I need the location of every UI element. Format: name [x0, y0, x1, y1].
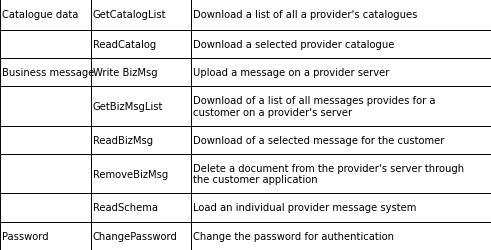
- Bar: [191, 154, 491, 194]
- Text: customer on a provider's server: customer on a provider's server: [193, 107, 353, 117]
- Bar: [191, 0, 491, 30]
- Text: Password: Password: [2, 231, 49, 241]
- Bar: [0, 87, 91, 126]
- Bar: [91, 87, 191, 126]
- Bar: [191, 194, 491, 222]
- Text: GetCatalogList: GetCatalogList: [93, 10, 166, 20]
- Text: Catalogue data: Catalogue data: [2, 10, 79, 20]
- Bar: [191, 87, 491, 126]
- Bar: [191, 222, 491, 250]
- Bar: [0, 194, 91, 222]
- Text: ChangePassword: ChangePassword: [93, 231, 178, 241]
- Text: Change the password for authentication: Change the password for authentication: [193, 231, 394, 241]
- Bar: [191, 126, 491, 154]
- Bar: [91, 59, 191, 87]
- Text: ReadBizMsg: ReadBizMsg: [93, 135, 153, 145]
- Bar: [0, 30, 91, 59]
- Text: RemoveBizMsg: RemoveBizMsg: [93, 169, 168, 179]
- Text: Business message: Business message: [2, 68, 94, 78]
- Text: Write BizMsg: Write BizMsg: [93, 68, 158, 78]
- Text: Download a selected provider catalogue: Download a selected provider catalogue: [193, 40, 395, 50]
- Bar: [91, 194, 191, 222]
- Text: Load an individual provider message system: Load an individual provider message syst…: [193, 203, 417, 212]
- Bar: [0, 126, 91, 154]
- Bar: [91, 30, 191, 59]
- Bar: [91, 154, 191, 194]
- Bar: [91, 0, 191, 30]
- Text: GetBizMsgList: GetBizMsgList: [93, 102, 163, 112]
- Bar: [0, 154, 91, 194]
- Bar: [0, 222, 91, 250]
- Bar: [191, 59, 491, 87]
- Text: Download of a selected message for the customer: Download of a selected message for the c…: [193, 135, 445, 145]
- Bar: [191, 30, 491, 59]
- Text: Upload a message on a provider server: Upload a message on a provider server: [193, 68, 390, 78]
- Bar: [91, 126, 191, 154]
- Bar: [0, 0, 91, 30]
- Text: the customer application: the customer application: [193, 174, 318, 184]
- Text: Download a list of all a provider's catalogues: Download a list of all a provider's cata…: [193, 10, 418, 20]
- Text: ReadSchema: ReadSchema: [93, 203, 158, 212]
- Bar: [0, 59, 91, 87]
- Bar: [91, 222, 191, 250]
- Text: Delete a document from the provider's server through: Delete a document from the provider's se…: [193, 164, 464, 173]
- Text: ReadCatalog: ReadCatalog: [93, 40, 156, 50]
- Text: Download of a list of all messages provides for a: Download of a list of all messages provi…: [193, 96, 436, 106]
